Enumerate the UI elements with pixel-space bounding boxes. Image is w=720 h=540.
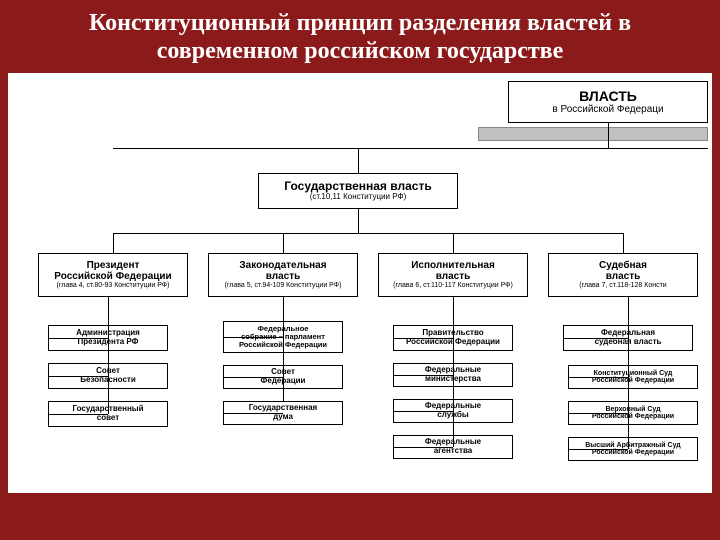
connector-line [393, 447, 453, 448]
connector-line [223, 377, 283, 378]
connector-line [283, 233, 284, 253]
connector-line [113, 233, 114, 253]
node-subtitle: в Российской Федераци [512, 104, 704, 115]
node-president: Президент Российской Федерации(глава 4, … [38, 253, 188, 297]
node-title: ВЛАСТЬ [512, 89, 704, 104]
connector-line [453, 297, 454, 447]
connector-line [453, 233, 454, 253]
connector-line [108, 297, 109, 414]
node-gov: Государственная власть(ст.10,11 Конститу… [258, 173, 458, 209]
decorative-shadow [478, 127, 708, 141]
connector-line [283, 297, 284, 401]
connector-line [223, 413, 283, 414]
connector-line [393, 338, 453, 339]
connector-line [113, 233, 623, 234]
connector-line [563, 338, 628, 339]
connector-line [358, 148, 359, 173]
node-legislative: Законодательная власть(глава 5, ст.94-10… [208, 253, 358, 297]
slide-title: Конституционный принцип разделения власт… [0, 0, 720, 73]
node-executive: Исполнительная власть(глава 6, ст.110-11… [378, 253, 528, 297]
node-root: ВЛАСТЬв Российской Федераци [508, 81, 708, 123]
connector-line [568, 449, 628, 450]
connector-line [608, 123, 609, 148]
connector-line [358, 209, 359, 233]
connector-line [113, 148, 708, 149]
connector-line [223, 337, 283, 338]
connector-line [393, 411, 453, 412]
connector-line [48, 376, 108, 377]
node-subtitle: (глава 4, ст.80-93 Конституции РФ) [42, 282, 184, 290]
connector-line [568, 413, 628, 414]
connector-line [628, 297, 629, 449]
node-title: Исполнительная власть [382, 260, 524, 282]
org-chart: ВЛАСТЬв Российской Федераци Государственн… [8, 73, 712, 493]
node-title: Судебная власть [552, 260, 694, 282]
node-subtitle: (глава 5, ст.94-109 Конституции РФ) [212, 282, 354, 290]
connector-line [48, 338, 108, 339]
connector-line [48, 414, 108, 415]
node-title: Законодательная власть [212, 260, 354, 282]
connector-line [623, 233, 624, 253]
node-title: Президент Российской Федерации [42, 260, 184, 282]
node-subtitle: (глава 7, ст.118-128 Консти [552, 282, 694, 290]
connector-line [393, 375, 453, 376]
node-subtitle: (глава 6, ст.110-117 Конституции РФ) [382, 282, 524, 290]
node-judicial: Судебная власть(глава 7, ст.118-128 Конс… [548, 253, 698, 297]
node-subtitle: (ст.10,11 Конституции РФ) [262, 193, 454, 202]
connector-line [568, 377, 628, 378]
